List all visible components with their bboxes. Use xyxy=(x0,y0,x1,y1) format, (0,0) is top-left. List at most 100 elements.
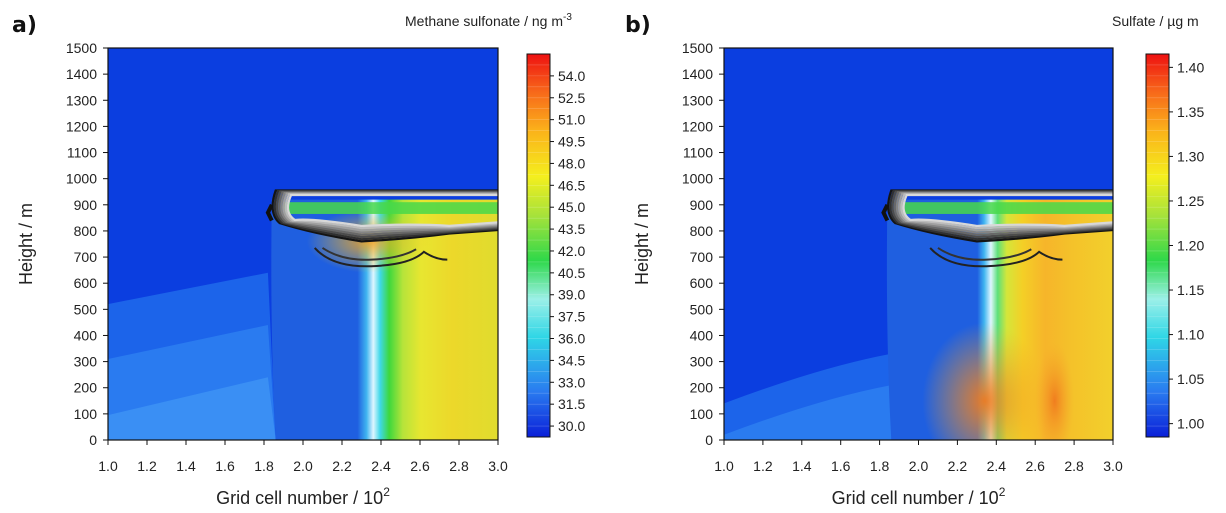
y-tick-label: 1100 xyxy=(67,145,97,161)
contour-line xyxy=(895,191,1113,234)
colorbar-tick-label: 51.0 xyxy=(558,112,585,128)
colorbar-tick-label: 1.30 xyxy=(1177,148,1204,164)
colorbar-tick-label: 43.5 xyxy=(558,221,585,237)
contour-line xyxy=(929,247,1063,268)
colorbar-tick-label: 30.0 xyxy=(558,418,585,434)
contour-line xyxy=(275,190,498,239)
y-tick-label: 1000 xyxy=(66,171,97,187)
panel-label: a) xyxy=(12,13,37,38)
y-tick-label: 500 xyxy=(690,301,714,317)
contour-line xyxy=(278,191,498,236)
colorbar-tick-label: 40.5 xyxy=(558,265,585,281)
y-tick-label: 400 xyxy=(690,327,714,343)
x-tick-label: 2.4 xyxy=(987,458,1007,474)
y-tick-label: 600 xyxy=(74,275,98,291)
y-tick-label: 1500 xyxy=(682,40,713,56)
y-tick-label: 700 xyxy=(690,249,714,265)
colorbar-tick-label: 54.0 xyxy=(558,68,585,84)
y-tick-label: 1300 xyxy=(66,92,97,108)
y-tick-label: 200 xyxy=(74,380,98,396)
x-axis-label-superscript: 2 xyxy=(999,485,1006,499)
chart-panel-2: 1.0 1.2 1.4 1.6 1.8 2.0 2.2 2.4 2.6 2.8 3.0 0 100 200… xyxy=(625,13,1204,508)
heatmap-field xyxy=(724,48,1113,440)
y-tick-label: 700 xyxy=(74,249,98,265)
y-tick-label: 1000 xyxy=(682,171,713,187)
x-tick-label: 2.6 xyxy=(410,458,430,474)
colorbar-tick-label: 52.5 xyxy=(558,90,585,106)
x-tick-label: 1.6 xyxy=(215,458,235,474)
contour-line xyxy=(286,193,498,228)
x-tick-label: 2.8 xyxy=(1064,458,1084,474)
y-tick-label: 300 xyxy=(74,354,98,370)
x-axis-label-superscript: 2 xyxy=(383,485,390,499)
contour-line xyxy=(271,189,498,243)
x-tick-label: 1.0 xyxy=(98,458,118,474)
x-tick-label: 2.6 xyxy=(1025,458,1045,474)
y-axis-label: Height / m xyxy=(16,203,36,285)
contour-line xyxy=(900,193,1113,230)
colorbar xyxy=(527,54,550,437)
field-band xyxy=(724,385,896,440)
colorbar xyxy=(1146,54,1169,437)
y-tick-label: 1400 xyxy=(682,66,713,82)
y-tick-label: 800 xyxy=(690,223,714,239)
colorbar-tick-label: 37.5 xyxy=(558,309,585,325)
y-tick-label: 400 xyxy=(74,327,98,343)
plume-top-band xyxy=(899,202,1113,214)
y-tick-label: 0 xyxy=(89,432,97,448)
y-tick-label: 300 xyxy=(690,354,714,370)
colorbar-tick-label: 49.5 xyxy=(558,134,585,150)
x-tick-label: 2.4 xyxy=(371,458,391,474)
colorbar-tick-label: 34.5 xyxy=(558,352,585,368)
y-axis-label: Height / m xyxy=(632,203,652,285)
colorbar-tick-label: 1.25 xyxy=(1177,193,1204,209)
colorbar-title: Methane sulfonate / ng m-3 xyxy=(405,12,572,29)
plume-core xyxy=(1035,342,1075,440)
y-tick-label: 0 xyxy=(705,432,713,448)
y-tick-label: 800 xyxy=(74,223,98,239)
colorbar-tick-label: 31.5 xyxy=(558,396,585,412)
colorbar-frame xyxy=(526,53,551,438)
colorbar-title-superscript: -3 xyxy=(563,12,572,23)
y-tick-label: 100 xyxy=(74,406,98,422)
colorbar-tick-label: 1.35 xyxy=(1177,104,1204,120)
y-tick-label: 1300 xyxy=(682,92,713,108)
contour-line xyxy=(265,203,274,222)
x-tick-label: 2.8 xyxy=(449,458,469,474)
colorbar-tick-label: 1.10 xyxy=(1177,327,1204,343)
x-tick-label: 2.0 xyxy=(293,458,313,474)
colorbar-tick-label: 42.0 xyxy=(558,243,585,259)
contour-lines xyxy=(881,189,1113,268)
colorbar-tick-label: 1.15 xyxy=(1177,282,1204,298)
x-tick-label: 1.6 xyxy=(831,458,851,474)
contour-lines xyxy=(265,189,498,268)
x-tick-label: 1.8 xyxy=(254,458,274,474)
y-tick-label: 900 xyxy=(74,197,98,213)
y-tick-label: 200 xyxy=(690,380,714,396)
y-tick-label: 1200 xyxy=(682,118,713,134)
x-tick-label: 1.2 xyxy=(753,458,773,474)
x-tick-label: 2.2 xyxy=(332,458,352,474)
contour-line xyxy=(902,193,1113,228)
x-tick-label: 1.2 xyxy=(137,458,157,474)
contour-line xyxy=(284,193,498,230)
x-axis-label: Grid cell number / 102 xyxy=(216,485,390,508)
colorbar-tick-label: 46.5 xyxy=(558,177,585,193)
x-tick-label: 1.4 xyxy=(792,458,812,474)
contour-line xyxy=(273,189,498,241)
contour-line xyxy=(891,190,1113,239)
panel-label: b) xyxy=(625,13,651,38)
contour-line xyxy=(889,189,1113,241)
x-tick-label: 3.0 xyxy=(488,458,508,474)
y-tick-label: 600 xyxy=(690,275,714,291)
colorbar-tick-label: 48.0 xyxy=(558,155,585,171)
y-tick-label: 900 xyxy=(690,197,714,213)
contour-line xyxy=(282,192,498,232)
heatmap-field xyxy=(108,48,498,440)
y-tick-label: 1400 xyxy=(66,66,97,82)
colorbar-tick-label: 33.0 xyxy=(558,374,585,390)
y-tick-label: 1500 xyxy=(66,40,97,56)
colorbar-tick-label: 1.05 xyxy=(1177,371,1204,387)
